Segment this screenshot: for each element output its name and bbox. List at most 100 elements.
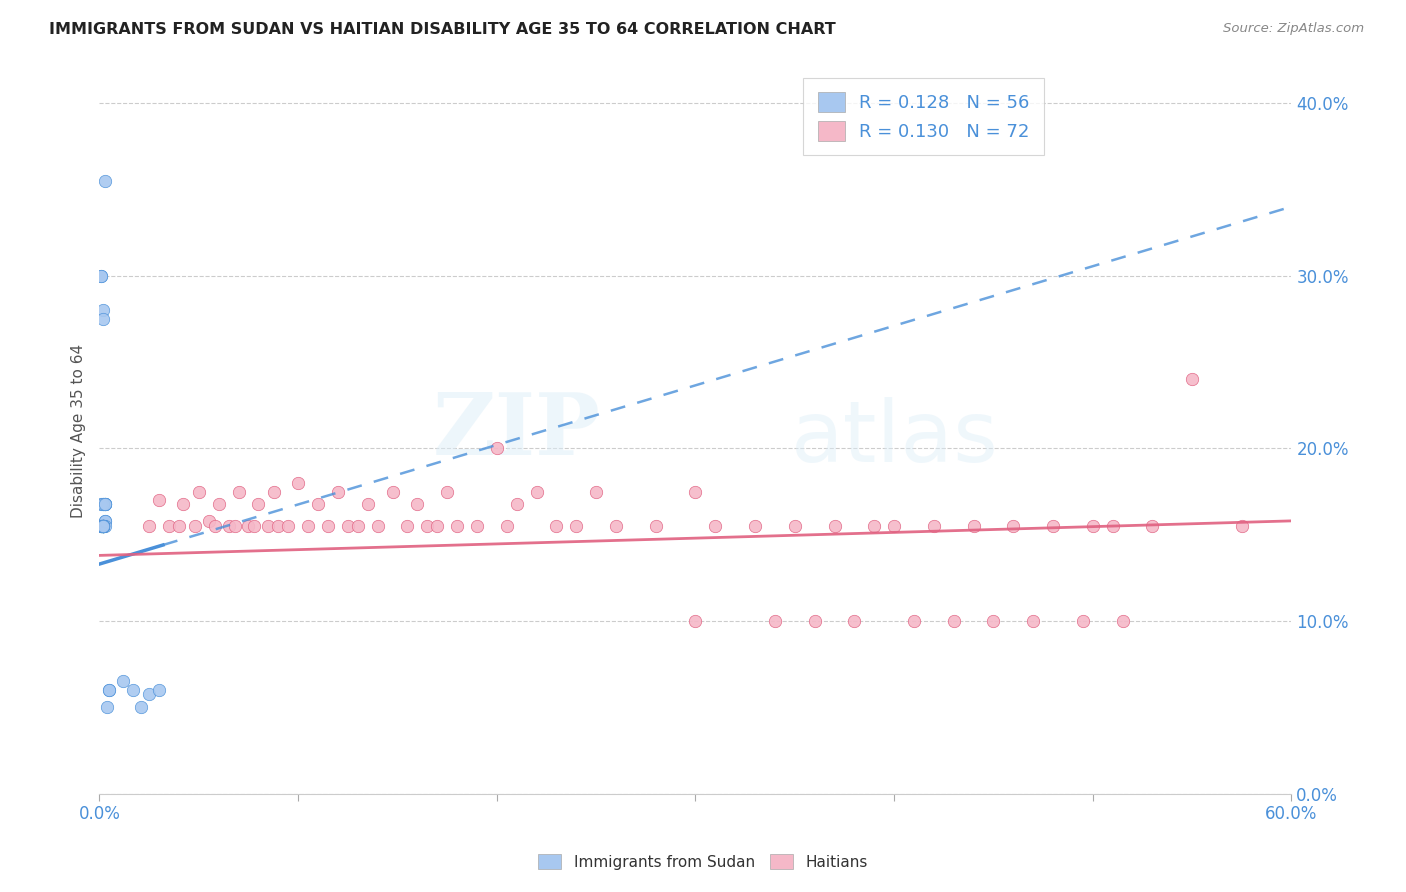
- Point: [93, 519, 115, 533]
- Point: [297, 519, 319, 533]
- Point: [1081, 519, 1104, 533]
- Point: [90, 497, 112, 511]
- Point: [93, 519, 115, 533]
- Point: [90, 268, 112, 283]
- Point: [863, 519, 886, 533]
- Legend: Immigrants from Sudan, Haitians: Immigrants from Sudan, Haitians: [531, 846, 875, 877]
- Point: [983, 614, 1005, 628]
- Point: [90, 519, 112, 533]
- Point: [93, 497, 115, 511]
- Point: [783, 519, 806, 533]
- Point: [1101, 519, 1123, 533]
- Point: [94, 497, 117, 511]
- Point: [93, 519, 115, 533]
- Point: [93, 311, 115, 326]
- Point: [228, 484, 250, 499]
- Point: [93, 303, 115, 318]
- Point: [90, 519, 112, 533]
- Point: [93, 519, 115, 533]
- Point: [148, 493, 170, 508]
- Point: [495, 519, 517, 533]
- Point: [287, 475, 309, 490]
- Point: [90, 519, 112, 533]
- Point: [93, 519, 115, 533]
- Point: [148, 683, 170, 698]
- Point: [224, 519, 246, 533]
- Point: [94, 514, 117, 528]
- Point: [93, 519, 115, 533]
- Point: [546, 519, 568, 533]
- Point: [204, 519, 226, 533]
- Point: [93, 519, 115, 533]
- Point: [93, 519, 115, 533]
- Point: [93, 497, 115, 511]
- Point: [93, 519, 115, 533]
- Point: [1002, 519, 1025, 533]
- Point: [744, 519, 766, 533]
- Point: [96, 700, 118, 714]
- Point: [93, 497, 115, 511]
- Point: [93, 519, 115, 533]
- Point: [436, 484, 458, 499]
- Point: [93, 519, 115, 533]
- Point: [257, 519, 280, 533]
- Point: [167, 519, 190, 533]
- Point: [267, 519, 290, 533]
- Point: [644, 519, 666, 533]
- Point: [98, 683, 121, 698]
- Point: [184, 519, 207, 533]
- Point: [942, 614, 965, 628]
- Point: [922, 519, 945, 533]
- Point: [90, 519, 112, 533]
- Text: Source: ZipAtlas.com: Source: ZipAtlas.com: [1223, 22, 1364, 36]
- Point: [93, 519, 115, 533]
- Point: [93, 519, 115, 533]
- Point: [93, 519, 115, 533]
- Point: [94, 519, 117, 533]
- Point: [93, 519, 115, 533]
- Point: [93, 519, 115, 533]
- Point: [90, 519, 112, 533]
- Point: [1022, 614, 1045, 628]
- Point: [485, 442, 508, 456]
- Point: [172, 497, 194, 511]
- Point: [1111, 614, 1133, 628]
- Point: [824, 519, 846, 533]
- Point: [90, 519, 112, 533]
- Point: [93, 519, 115, 533]
- Point: [157, 519, 180, 533]
- Point: [94, 497, 117, 511]
- Point: [112, 674, 135, 689]
- Point: [1042, 519, 1064, 533]
- Point: [336, 519, 359, 533]
- Point: [90, 519, 112, 533]
- Point: [704, 519, 727, 533]
- Point: [803, 614, 825, 628]
- Point: [685, 484, 707, 499]
- Point: [129, 700, 152, 714]
- Point: [1181, 372, 1204, 386]
- Point: [247, 497, 270, 511]
- Point: [883, 519, 905, 533]
- Y-axis label: Disability Age 35 to 64: Disability Age 35 to 64: [72, 344, 86, 518]
- Point: [238, 519, 260, 533]
- Legend: R = 0.128   N = 56, R = 0.130   N = 72: R = 0.128 N = 56, R = 0.130 N = 72: [803, 78, 1045, 155]
- Point: [903, 614, 925, 628]
- Point: [346, 519, 368, 533]
- Point: [382, 484, 405, 499]
- Text: atlas: atlas: [790, 397, 998, 480]
- Point: [526, 484, 548, 499]
- Point: [367, 519, 389, 533]
- Point: [307, 497, 329, 511]
- Point: [326, 484, 349, 499]
- Point: [1071, 614, 1094, 628]
- Point: [263, 484, 285, 499]
- Point: [93, 519, 115, 533]
- Point: [94, 497, 117, 511]
- Point: [605, 519, 627, 533]
- Point: [465, 519, 488, 533]
- Point: [93, 519, 115, 533]
- Point: [94, 514, 117, 528]
- Point: [277, 519, 299, 533]
- Point: [218, 519, 240, 533]
